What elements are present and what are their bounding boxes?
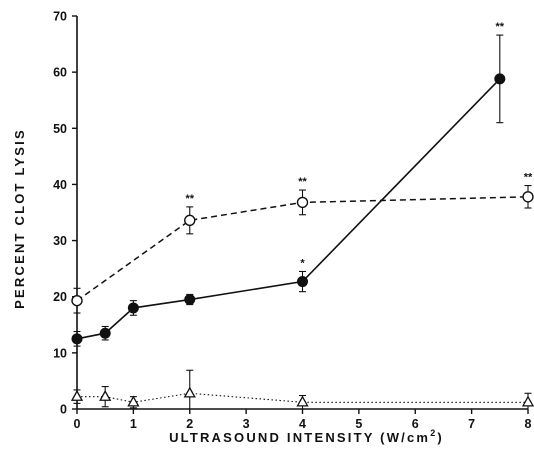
x-tick-label: 2 bbox=[186, 417, 193, 431]
x-axis-title-main: ULTRASOUND INTENSITY (W/cm bbox=[169, 430, 430, 445]
x-axis-title-superscript: 2 bbox=[430, 428, 437, 438]
y-axis-title: PERCENT CLOT LYSIS bbox=[12, 128, 27, 309]
data-point bbox=[127, 302, 139, 314]
x-tick-label: 4 bbox=[299, 417, 306, 431]
data-point bbox=[521, 395, 534, 407]
series-filled-circle: *** bbox=[71, 21, 506, 347]
significance-marker: ** bbox=[185, 193, 194, 205]
data-point bbox=[127, 395, 140, 407]
y-tick-label: 30 bbox=[53, 234, 67, 248]
data-point bbox=[494, 73, 506, 85]
y-tick-label: 10 bbox=[53, 346, 67, 360]
x-tick-label: 1 bbox=[130, 417, 137, 431]
data-point bbox=[522, 191, 534, 203]
data-point bbox=[183, 386, 196, 398]
axes: 0 1 2 3 4 5 6 7 8 0 10 20 30 40 50 60 70 bbox=[53, 10, 531, 432]
series-line-dashed bbox=[76, 196, 529, 302]
data-point bbox=[71, 294, 83, 307]
y-tick-label: 50 bbox=[53, 122, 67, 136]
data-point bbox=[184, 294, 196, 306]
x-tick-label: 5 bbox=[355, 417, 362, 431]
x-tick-label: 7 bbox=[468, 417, 475, 431]
x-tick-label: 8 bbox=[525, 417, 532, 431]
y-tick-label: 70 bbox=[53, 10, 67, 24]
y-tick-label: 40 bbox=[53, 178, 67, 192]
series-open-circle: ** ** ** bbox=[71, 172, 534, 314]
x-axis-title: ULTRASOUND INTENSITY (W/cm2) bbox=[169, 428, 444, 445]
data-point bbox=[99, 389, 112, 401]
x-axis-title-suffix: ) bbox=[437, 430, 444, 445]
y-tick-label: 60 bbox=[53, 66, 67, 80]
series-line-solid bbox=[76, 78, 501, 340]
significance-marker: ** bbox=[524, 172, 533, 184]
x-tick-label: 3 bbox=[243, 417, 250, 431]
x-tick-label: 6 bbox=[412, 417, 419, 431]
y-tick-label: 20 bbox=[53, 290, 67, 304]
data-point bbox=[296, 395, 309, 407]
y-tick-label: 0 bbox=[60, 403, 67, 417]
series-layer: ******* ** bbox=[70, 21, 534, 409]
series-open-triangle bbox=[70, 369, 534, 409]
data-point bbox=[296, 196, 309, 209]
data-point bbox=[184, 214, 196, 227]
data-point bbox=[99, 327, 111, 339]
data-point bbox=[71, 333, 83, 345]
data-point bbox=[297, 276, 308, 288]
data-point bbox=[70, 389, 84, 401]
series-line-dotted bbox=[77, 392, 528, 403]
x-tick-label: 0 bbox=[74, 417, 81, 431]
significance-marker: * bbox=[300, 257, 305, 269]
significance-marker: ** bbox=[298, 176, 307, 188]
significance-marker: ** bbox=[496, 21, 505, 33]
